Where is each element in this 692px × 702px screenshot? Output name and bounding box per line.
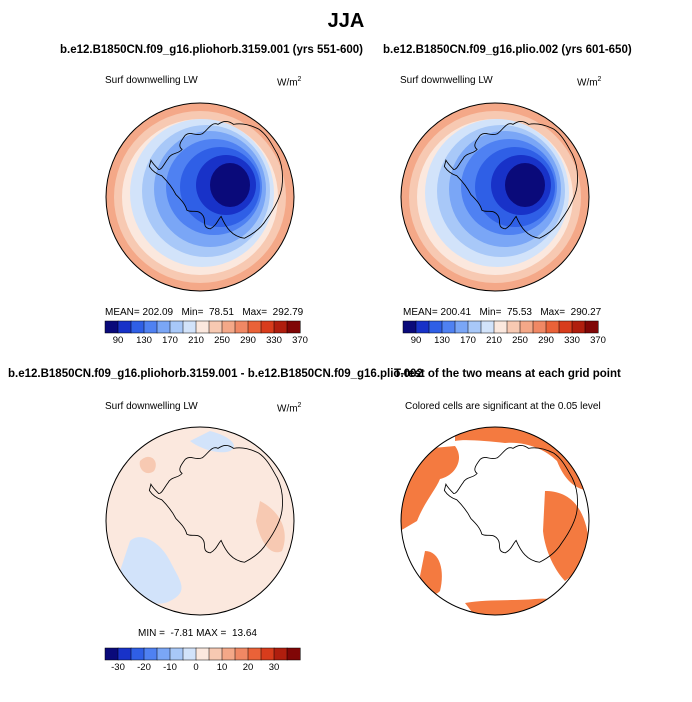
colorbar-swatch (428, 320, 443, 334)
colorbar-swatch (286, 647, 301, 661)
colorbar-swatch (130, 647, 145, 661)
map-panel-3-difference (105, 426, 295, 616)
colorbar-swatch (169, 320, 184, 334)
colorbar-swatch (493, 320, 508, 334)
colorbar-panel-3 (104, 647, 301, 661)
colorbar-swatch (208, 320, 223, 334)
colorbar-swatch (221, 320, 236, 334)
figure-title: JJA (327, 10, 365, 32)
panel-3-units: W/m2 (277, 402, 302, 415)
colorbar-tick-label: 30 (268, 662, 280, 673)
colorbar-swatch (402, 320, 417, 334)
colorbar-tick-label: 170 (162, 335, 178, 346)
panel-3-variable-label: Surf downwelling LW (105, 401, 198, 412)
colorbar-tick-label: 130 (434, 335, 450, 346)
colorbar-swatch (441, 320, 456, 334)
colorbar-swatch (545, 320, 560, 334)
colorbar-swatch (247, 647, 262, 661)
colorbar-tick-label: 210 (188, 335, 204, 346)
colorbar-swatch (558, 320, 573, 334)
colorbar-swatch (104, 647, 119, 661)
colorbar-tick-label: 90 (112, 335, 124, 346)
colorbar-swatch (104, 320, 119, 334)
colorbar-tick-label: 170 (460, 335, 476, 346)
colorbar-swatch (234, 320, 249, 334)
colorbar-swatch (130, 320, 145, 334)
colorbar-swatch (156, 647, 171, 661)
colorbar-swatch (454, 320, 469, 334)
colorbar-swatch (532, 320, 547, 334)
colorbar-panel-1-labels: 90 130 170 210 250 290 330 370 (105, 335, 308, 347)
colorbar-swatch (415, 320, 430, 334)
colorbar-swatch (195, 647, 210, 661)
colorbar-swatch (143, 320, 158, 334)
panel-2-units: W/m2 (577, 76, 602, 89)
panel-2-stats: MEAN= 200.41 Min= 75.53 Max= 290.27 (403, 307, 602, 318)
colorbar-swatch (169, 647, 184, 661)
colorbar-swatch (208, 647, 223, 661)
colorbar-panel-2 (402, 320, 599, 334)
colorbar-swatch (273, 647, 288, 661)
colorbar-tick-label: 370 (590, 335, 606, 346)
colorbar-swatch (143, 647, 158, 661)
panel-1-units: W/m2 (277, 76, 302, 89)
colorbar-tick-label: 250 (512, 335, 528, 346)
colorbar-panel-1 (104, 320, 301, 334)
colorbar-swatch (117, 320, 132, 334)
map-panel-1 (105, 102, 295, 292)
colorbar-swatch (571, 320, 586, 334)
colorbar-tick-label: 0 (193, 662, 199, 673)
panel-2-title: b.e12.B1850CN.f09_g16.plio.002 (yrs 601-… (383, 44, 632, 56)
colorbar-swatch (234, 647, 249, 661)
panel-4-significance-label: Colored cells are significant at the 0.0… (405, 401, 601, 412)
colorbar-tick-label: 20 (242, 662, 254, 673)
colorbar-tick-label: 10 (216, 662, 228, 673)
colorbar-tick-label: -30 (111, 662, 125, 673)
panel-4-title: T-test of the two means at each grid poi… (394, 368, 621, 380)
colorbar-swatch (480, 320, 495, 334)
colorbar-swatch (467, 320, 482, 334)
colorbar-tick-label: -10 (163, 662, 177, 673)
panel-1-stats: MEAN= 202.09 Min= 78.51 Max= 292.79 (105, 307, 304, 318)
panel-3-title: b.e12.B1850CN.f09_g16.pliohorb.3159.001 … (8, 368, 423, 380)
colorbar-tick-label: 370 (292, 335, 308, 346)
map-panel-2 (400, 102, 590, 292)
colorbar-swatch (182, 647, 197, 661)
colorbar-swatch (117, 647, 132, 661)
colorbar-swatch (156, 320, 171, 334)
colorbar-tick-label: 130 (136, 335, 152, 346)
panel-1-title: b.e12.B1850CN.f09_g16.pliohorb.3159.001 … (60, 44, 363, 56)
colorbar-swatch (273, 320, 288, 334)
colorbar-swatch (506, 320, 521, 334)
panel-2-variable-label: Surf downwelling LW (400, 75, 493, 86)
colorbar-tick-label: 210 (486, 335, 502, 346)
colorbar-swatch (260, 320, 275, 334)
colorbar-tick-label: 250 (214, 335, 230, 346)
colorbar-panel-3-labels: -30 -20 -10 0 10 20 30 (105, 662, 300, 674)
colorbar-swatch (584, 320, 599, 334)
colorbar-tick-label: 330 (564, 335, 580, 346)
colorbar-tick-label: 330 (266, 335, 282, 346)
colorbar-tick-label: 290 (538, 335, 554, 346)
panel-3-stats: MIN = -7.81 MAX = 13.64 (138, 628, 257, 639)
colorbar-tick-label: 90 (410, 335, 422, 346)
colorbar-swatch (260, 647, 275, 661)
colorbar-swatch (286, 320, 301, 334)
colorbar-swatch (195, 320, 210, 334)
colorbar-swatch (221, 647, 236, 661)
map-panel-4-ttest (400, 426, 590, 616)
colorbar-swatch (519, 320, 534, 334)
colorbar-tick-label: -20 (137, 662, 151, 673)
colorbar-panel-2-labels: 90 130 170 210 250 290 330 370 (403, 335, 606, 347)
colorbar-tick-label: 290 (240, 335, 256, 346)
panel-1-variable-label: Surf downwelling LW (105, 75, 198, 86)
colorbar-swatch (182, 320, 197, 334)
colorbar-swatch (247, 320, 262, 334)
